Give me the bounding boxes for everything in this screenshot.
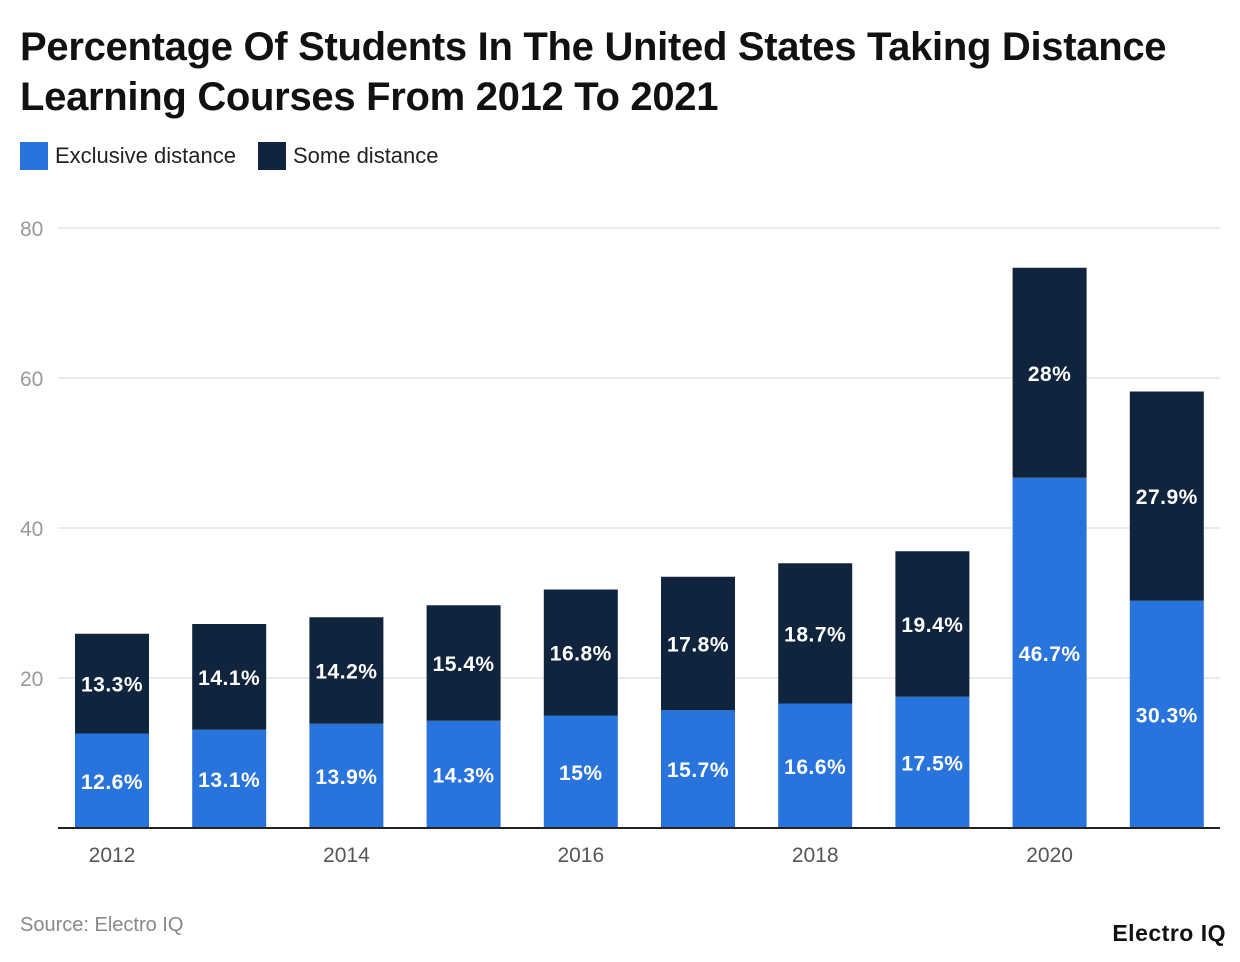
bar-segment: [778, 563, 853, 704]
data-label: 28%: [1028, 363, 1072, 386]
bar-segment: [75, 633, 149, 734]
data-label: 14.2%: [315, 661, 377, 684]
bar-segment: [426, 720, 501, 828]
data-label: 15.4%: [433, 653, 495, 676]
bar-segment: [543, 589, 618, 716]
electro-iq-logo: Electro IQ: [1112, 920, 1226, 946]
legend-label-some: Some distance: [292, 143, 439, 168]
legend-swatch-exclusive: [20, 142, 48, 170]
bar-segment: [75, 733, 149, 828]
x-tick-label: 2014: [323, 844, 370, 867]
bar-segment: [661, 576, 735, 711]
legend-item-exclusive: Exclusive distance: [20, 142, 236, 170]
bar-segment: [778, 703, 853, 828]
data-label: 17.5%: [901, 752, 963, 775]
data-label: 15%: [559, 762, 603, 785]
data-label: 13.3%: [81, 674, 143, 697]
bar-segment: [192, 729, 267, 828]
data-label: 27.9%: [1136, 486, 1198, 509]
bar-segment: [426, 605, 501, 721]
legend: Exclusive distance Some distance: [20, 142, 439, 170]
bar-segment: [661, 710, 735, 828]
data-label: 14.1%: [198, 667, 260, 690]
y-tick-label: 40: [20, 518, 43, 541]
bar-segment: [1129, 391, 1204, 601]
x-tick-label: 2016: [557, 844, 604, 867]
data-label: 16.6%: [784, 756, 846, 779]
data-label: 19.4%: [901, 614, 963, 637]
legend-swatch-some: [257, 142, 286, 170]
data-label: 13.1%: [198, 769, 260, 792]
bar-segment: [895, 551, 970, 697]
data-label: 16.8%: [550, 643, 612, 666]
source-text: Source: Electro IQ: [20, 914, 184, 936]
x-tick-label: 2020: [1026, 844, 1073, 867]
y-tick-label: 60: [20, 368, 43, 391]
x-tick-label: 2018: [792, 844, 839, 867]
data-label: 46.7%: [1019, 643, 1081, 666]
bar-segment: [1012, 477, 1087, 828]
data-label: 12.6%: [81, 771, 143, 794]
data-label: 17.8%: [667, 634, 729, 657]
data-label: 18.7%: [784, 623, 846, 646]
data-label: 30.3%: [1136, 704, 1198, 727]
chart-title: Percentage Of Students In The United Sta…: [20, 25, 1167, 119]
bar-segment: [1129, 600, 1204, 828]
y-tick-label: 80: [20, 218, 43, 241]
legend-item-some: Some distance: [257, 142, 439, 170]
bar-segment: [192, 624, 267, 730]
data-label: 13.9%: [315, 766, 377, 789]
bar-segment: [895, 696, 970, 828]
y-tick-label: 20: [20, 668, 43, 691]
bar-segment: [309, 723, 384, 828]
bar-segment: [543, 715, 618, 828]
legend-label-exclusive: Exclusive distance: [55, 143, 236, 168]
bar-segment: [1012, 267, 1087, 478]
x-tick-label: 2012: [89, 844, 136, 867]
data-label: 15.7%: [667, 759, 729, 782]
data-label: 14.3%: [433, 764, 495, 787]
bar-segment: [309, 617, 384, 724]
